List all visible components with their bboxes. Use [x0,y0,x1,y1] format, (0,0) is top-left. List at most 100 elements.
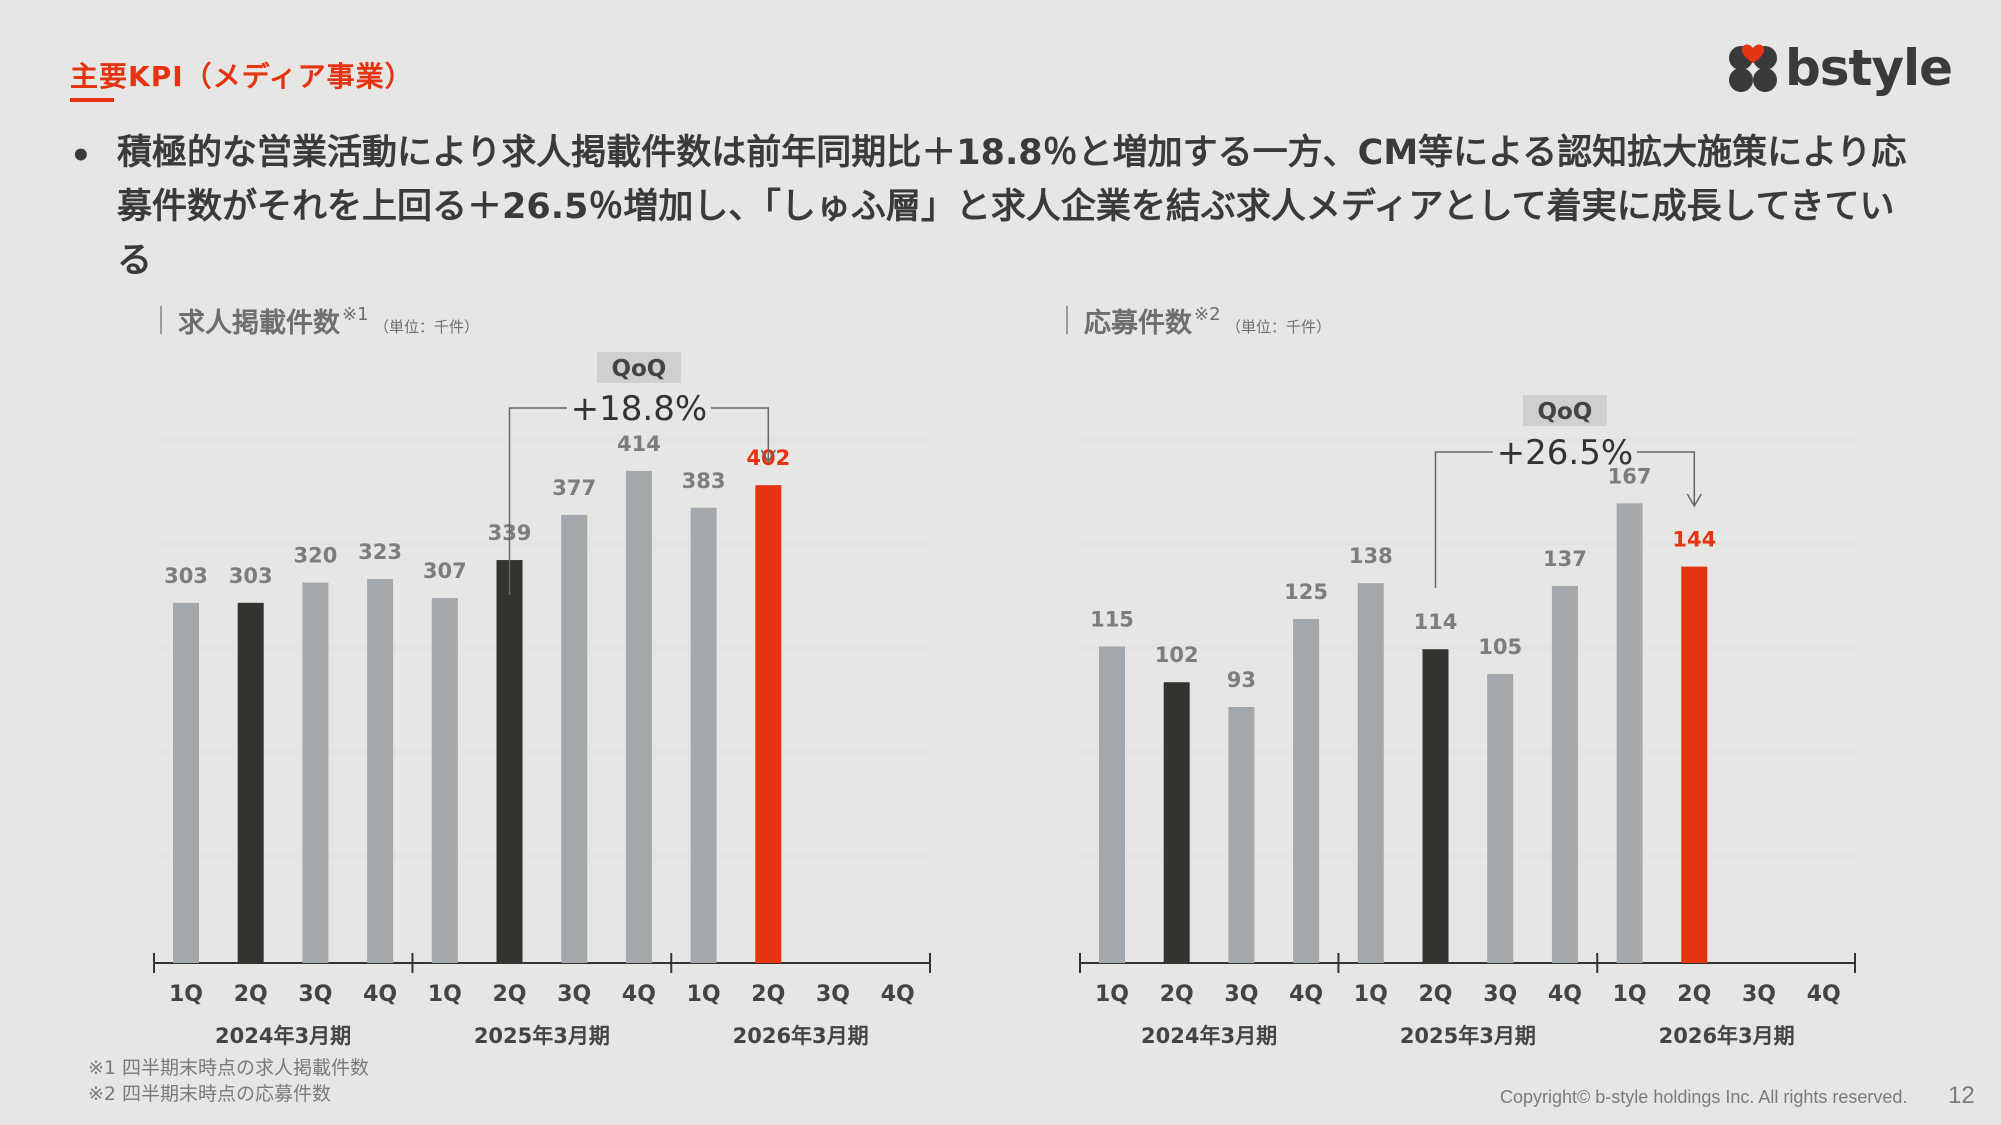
bar-value-label: 414 [617,432,661,456]
quarter-tick-label: 2Q [751,982,785,1007]
footnote-1: ※1 四半期末時点の求人掲載件数 [88,1057,370,1079]
qoq-bracket-right [710,407,770,460]
bar [1228,707,1255,963]
bar-value-label: 167 [1608,464,1652,488]
bar [1422,649,1449,963]
qoq-label-box [1522,395,1607,426]
quarter-tick-label: 3Q [1483,982,1517,1007]
bar-value-label: 105 [1478,635,1522,659]
bar [1357,583,1384,963]
quarter-tick-label: 1Q [1613,982,1647,1007]
bar-value-label: 138 [1349,544,1393,568]
quarter-tick-label: 4Q [1807,982,1841,1007]
footnote-2: ※2 四半期末時点の応募件数 [88,1083,332,1105]
bar-value-label: 102 [1155,643,1199,667]
footnotes: ※1 四半期末時点の求人掲載件数 ※2 四半期末時点の応募件数 [88,1055,369,1107]
qoq-value: +26.5% [1497,433,1634,473]
bar [1616,503,1643,963]
qoq-bracket-left [1434,451,1493,588]
bar [1293,618,1320,963]
bar [1163,682,1190,963]
bar-value-label: 303 [164,564,208,588]
section-title-underline [70,98,114,102]
bar [1551,585,1578,963]
bar-value-label: 115 [1090,607,1134,631]
bar-value-label: 93 [1227,668,1256,692]
bar [1099,646,1125,963]
quarter-tick-label: 2Q [234,982,268,1007]
chart-unit-label: （単位：千件） [374,318,479,336]
copyright-text: Copyright© b-style holdings Inc. All rig… [1500,1087,1908,1107]
qoq-arrow-head [760,449,776,464]
logo-wordmark: bstyle [1785,39,1953,97]
chart-title-separator [1066,306,1068,334]
qoq-bracket-left [508,407,567,595]
fiscal-year-label: 2026年3月期 [1659,1024,1795,1048]
quarter-tick-label: 3Q [557,982,591,1007]
qoq-label: QoQ [611,356,666,382]
bar-value-label: 320 [293,544,337,568]
quarter-tick-label: 2Q [492,982,526,1007]
bar-value-label: 323 [358,540,402,564]
fiscal-year-label: 2024年3月期 [215,1024,351,1048]
section-title: 主要KPI（メディア事業） [70,60,414,93]
quarter-tick-label: 2Q [1418,982,1452,1007]
qoq-bracket-right [1636,451,1696,504]
chart-title-note: ※1 [342,304,369,325]
quarter-tick-label: 3Q [298,982,332,1007]
bullet-marker: • [70,136,92,176]
quarter-tick-label: 4Q [363,982,397,1007]
chart-title-note: ※2 [1194,304,1221,325]
quarter-tick-label: 4Q [881,982,915,1007]
bar [1681,566,1708,963]
quarter-tick-label: 1Q [428,982,462,1007]
clover-heart-icon [1729,44,1777,92]
bar-value-label: 307 [423,559,467,583]
chart-title: 応募件数 [1084,307,1193,339]
bar [496,560,523,963]
quarter-tick-label: 2Q [1160,982,1194,1007]
fiscal-year-label: 2025年3月期 [1400,1024,1536,1048]
quarter-tick-label: 1Q [169,982,203,1007]
bar [367,579,394,963]
chart-title-separator [160,306,162,334]
bullet-text: 積極的な営業活動により求人掲載件数は前年同期比＋18.8％と増加する一方、CM等… [117,133,1907,281]
qoq-arrow-head [1686,493,1702,508]
bar [173,602,199,963]
quarter-tick-label: 2Q [1677,982,1711,1007]
fiscal-year-label: 2024年3月期 [1141,1024,1277,1048]
bar [431,598,458,963]
bar [755,485,782,963]
qoq-label-box [596,352,681,383]
quarter-tick-label: 4Q [622,982,656,1007]
bar [237,602,264,963]
quarter-tick-label: 1Q [687,982,721,1007]
bar-value-label: 137 [1543,547,1587,571]
bar [625,470,652,963]
bar-value-label: 125 [1284,580,1328,604]
quarter-tick-label: 3Q [1742,982,1776,1007]
bar-value-label: 383 [682,469,726,493]
bar [561,514,588,963]
bstyle-logo: bstyle [1725,38,1953,98]
qoq-label: QoQ [1537,399,1592,425]
quarter-tick-label: 3Q [816,982,850,1007]
quarter-tick-label: 3Q [1224,982,1258,1007]
bar-value-label: 114 [1414,610,1458,634]
page-number: 12 [1948,1082,1975,1109]
bar-value-label: 144 [1672,528,1716,552]
bar [302,582,329,963]
quarter-tick-label: 4Q [1548,982,1582,1007]
bar-value-label: 303 [229,564,273,588]
qoq-value: +18.8% [571,389,708,429]
quarter-tick-label: 1Q [1354,982,1388,1007]
bar [690,507,717,963]
bar-value-label: 377 [552,476,596,500]
chart-unit-label: （単位：千件） [1226,318,1331,336]
quarter-tick-label: 1Q [1095,982,1129,1007]
fiscal-year-label: 2026年3月期 [733,1024,869,1048]
fiscal-year-label: 2025年3月期 [474,1024,610,1048]
bar [1487,673,1514,963]
quarter-tick-label: 4Q [1289,982,1323,1007]
